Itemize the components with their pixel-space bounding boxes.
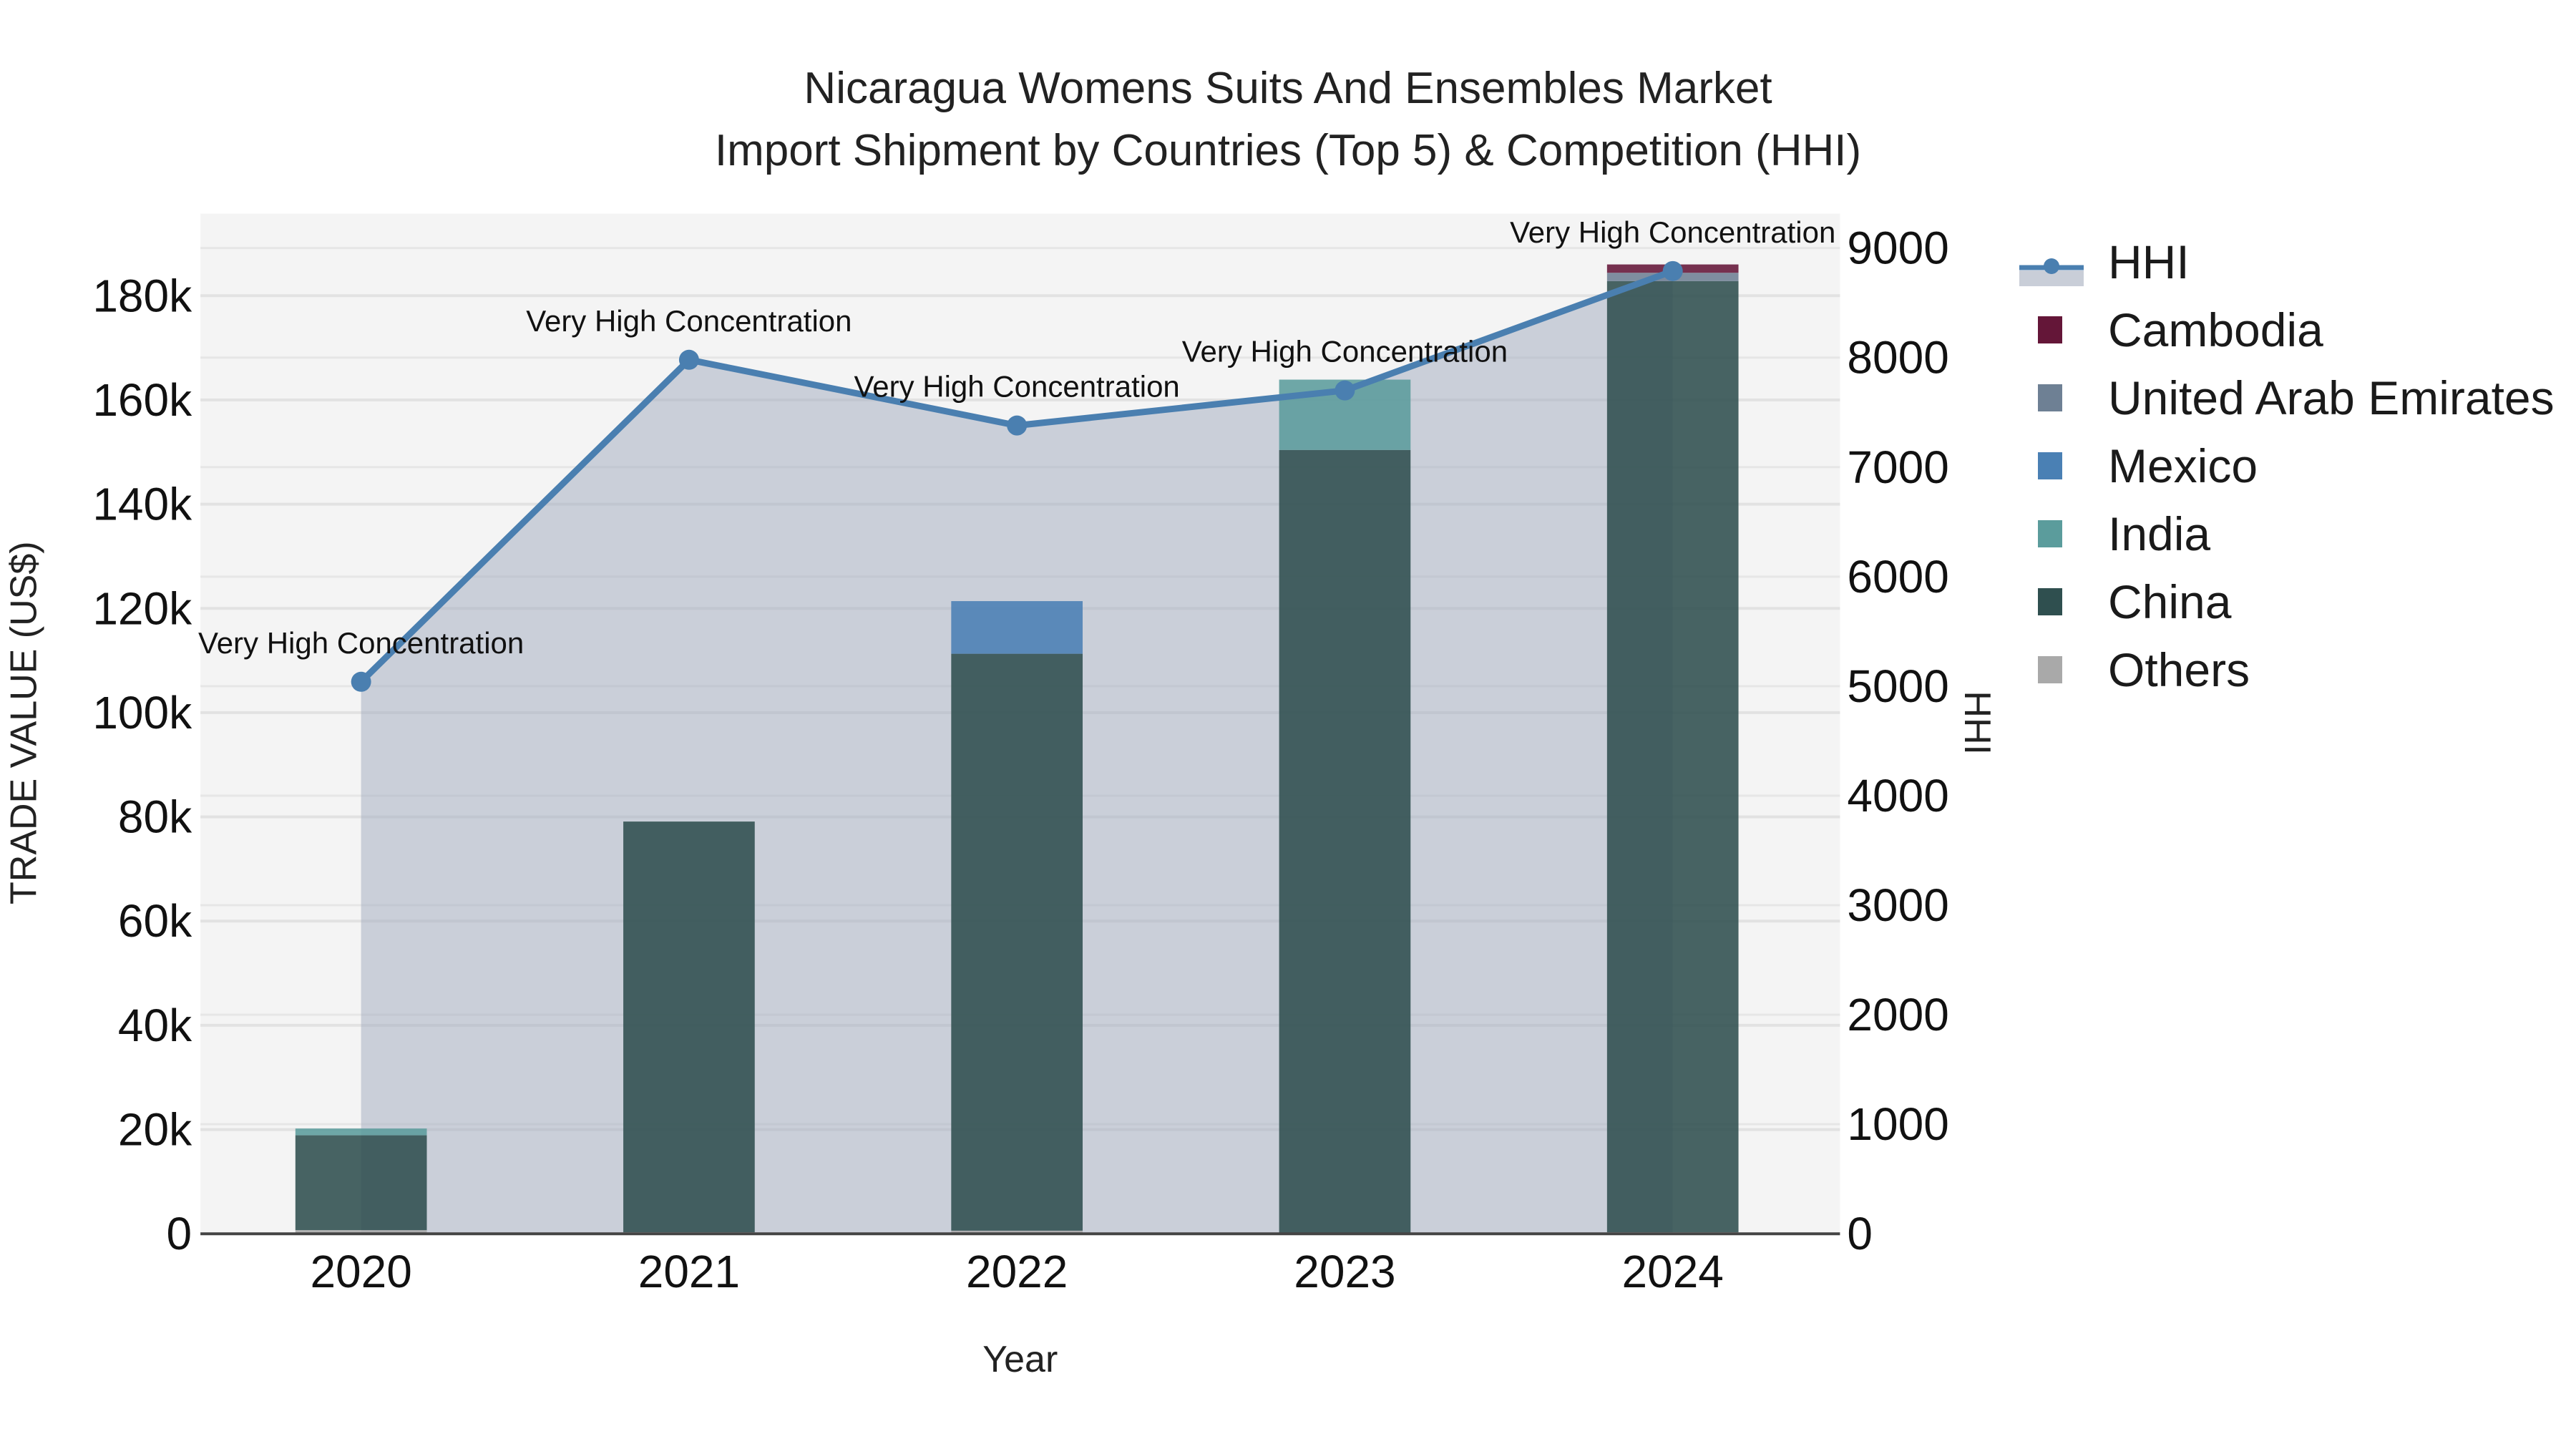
legend-swatch-icon [2038,587,2062,615]
bar-segment-china[interactable] [1279,449,1411,1233]
y-left-axis-label: TRADE VALUE (US$) [4,541,45,904]
y-right-tick: 1000 [1847,1098,1948,1150]
y-left-tick: 140k [92,479,192,530]
legend-label: Mexico [2108,439,2258,492]
bar-segment-others[interactable] [295,1230,427,1234]
legend-swatch-icon [2038,316,2062,343]
x-tick: 2022 [966,1246,1068,1297]
y-right-tick: 4000 [1847,770,1948,821]
y-right-tick: 5000 [1847,660,1948,712]
y-right-tick: 2000 [1847,989,1948,1040]
legend-swatch-icon [2038,519,2062,547]
y-right-tick: 3000 [1847,879,1948,931]
legend-label: Cambodia [2108,303,2323,356]
y-left-tick: 100k [92,687,192,738]
legend-swatch-icon [2038,452,2062,479]
x-axis-label: Year [982,1339,1058,1380]
x-tick: 2023 [1294,1246,1395,1297]
hhi-marker[interactable] [351,671,371,692]
legend-label: United Arab Emirates [2108,371,2555,424]
x-tick: 2024 [1622,1246,1724,1297]
x-tick: 2020 [310,1246,411,1297]
hhi-marker[interactable] [678,349,699,370]
y-right-tick: 6000 [1847,551,1948,602]
y-left-tick: 120k [92,582,192,634]
hhi-marker[interactable] [1007,415,1028,436]
hhi-marker[interactable] [1662,260,1683,281]
hhi-annotation: Very High Concentration [198,626,524,660]
legend-item-mexico[interactable]: Mexico [2019,431,2555,499]
legend: HHI Cambodia United Arab Emirates Mexico Ind… [2019,228,2555,703]
y-left-tick: 180k [92,270,192,321]
bar-segment-china[interactable] [295,1135,427,1231]
legend-item-united-arab-emirates[interactable]: United Arab Emirates [2019,364,2555,431]
bar-segment-china[interactable] [623,821,755,1233]
hhi-annotation: Very High Concentration [1182,335,1508,369]
y-right-tick: 8000 [1847,332,1948,384]
hhi-annotation: Very High Concentration [1510,215,1835,249]
hhi-marker[interactable] [1335,380,1355,401]
bar-segment-china[interactable] [951,653,1083,1231]
legend-swatch-icon [2038,384,2062,411]
legend-item-china[interactable]: China [2019,567,2555,635]
y-left-tick: 0 [167,1208,192,1259]
legend-label: China [2108,575,2232,628]
y-right-tick: 9000 [1847,223,1948,274]
line-marker-icon [2019,245,2084,286]
legend-swatch-icon [2038,655,2062,683]
bar-segment-china[interactable] [1606,280,1739,1233]
bar-segment-others[interactable] [951,1230,1083,1234]
legend-item-cambodia[interactable]: Cambodia [2019,296,2555,364]
legend-label: India [2108,507,2211,560]
hhi-annotation: Very High Concentration [854,370,1180,404]
x-tick: 2021 [638,1246,740,1297]
bar-segment-india[interactable] [295,1128,427,1136]
y-right-tick: 0 [1847,1208,1873,1259]
y-right-axis-label: HHI [1956,691,1998,755]
y-left-tick: 40k [118,1000,192,1051]
legend-label: Others [2108,643,2250,696]
legend-item-india[interactable]: India [2019,499,2555,567]
chart-title-line2: Import Shipment by Countries (Top 5) & C… [714,126,1862,175]
y-left-tick: 20k [118,1104,192,1156]
y-left-tick: 80k [118,791,192,843]
chart-title-line1: Nicaragua Womens Suits And Ensembles Mar… [804,64,1772,113]
legend-label: HHI [2108,235,2190,288]
y-left-tick: 60k [118,895,192,947]
bar-segment-mexico[interactable] [951,601,1083,654]
y-left-tick: 160k [92,374,192,426]
hhi-annotation: Very High Concentration [526,304,852,338]
y-right-tick: 7000 [1847,441,1948,493]
legend-item-hhi[interactable]: HHI [2019,228,2555,296]
legend-item-others[interactable]: Others [2019,635,2555,703]
